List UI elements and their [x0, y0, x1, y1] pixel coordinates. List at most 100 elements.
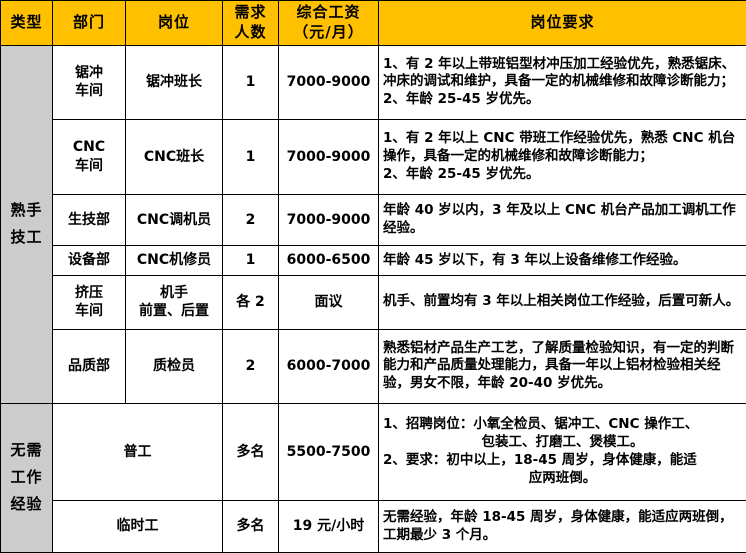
position-cell: 质检员 — [125, 328, 223, 405]
requirement-line: 年龄 40 岁以内，3 年及以上 CNC 机台产品加工调机工作经验。 — [383, 202, 736, 236]
salary-cell: 7000-9000 — [278, 44, 379, 121]
position-label-line: CNC机修员 — [136, 252, 212, 269]
position-label-line: 普工 — [123, 443, 152, 460]
position-cell: 机手 前置、后置 — [125, 275, 223, 330]
category-label-line: 熟手 — [10, 201, 43, 219]
category-cell-skilled: 熟手 技工 — [0, 44, 53, 405]
position-cell: CNC机修员 — [125, 245, 223, 277]
requirements-cell: 熟悉铝材产品生产工艺，了解质量检验知识，有一定的判断能力和产品质量处理能力，具备… — [378, 328, 746, 405]
headcount-cell: 各 2 — [222, 275, 279, 330]
department-label-line: 锯冲 — [75, 64, 103, 81]
position-label-line: 机手 — [160, 284, 188, 301]
position-cell: CNC班长 — [125, 119, 223, 195]
table-row: 熟手 技工 锯冲 车间 锯冲班长 1 7000-9000 1、有 2 年以上带班铝型材冲压加工… — [0, 44, 746, 405]
requirement-line: 2、年龄 25-45 岁优先。 — [383, 165, 540, 182]
department-cell: 品质部 — [52, 328, 126, 405]
salary-cell: 面议 — [278, 275, 379, 330]
headcount-cell: 1 — [222, 245, 279, 277]
column-header-count: 需求 人数 — [222, 0, 279, 46]
position-cell: CNC调机员 — [125, 193, 223, 247]
requirement-line: 1、有 2 年以上带班铝型材冲压加工经验优先，熟悉锯床、冲床的调试和维护，具备一… — [383, 55, 736, 90]
column-header-department: 部门 — [52, 0, 126, 46]
table-body: 熟手 技工 锯冲 车间 锯冲班长 1 7000-9000 1、有 2 年以上带班铝型材冲压加工… — [0, 44, 746, 553]
table-row: 无需 工作 经验 普工 多名 5500-7500 1、招聘岗位：小氧全检员、锯冲工、CNC … — [0, 403, 746, 553]
department-cell: 设备部 — [52, 245, 126, 277]
requirement-line: 年龄 45 岁以下，有 3 年以上设备维修工作经验。 — [383, 251, 687, 268]
table-header: 类型 部门 岗位 需求 人数 综合工资 （元/月） 岗位要求 — [0, 0, 746, 46]
column-header-type: 类型 — [0, 0, 53, 46]
position-label-line: 锯冲班长 — [146, 74, 202, 91]
salary-cell: 7000-9000 — [278, 119, 379, 195]
requirement-line: 2、要求：初中以上，18-45 周岁，身体健康，能适 — [383, 452, 697, 469]
category-label-line: 经验 — [10, 494, 43, 513]
department-label-line: CNC — [72, 139, 106, 156]
column-header-salary: 综合工资 （元/月） — [278, 0, 379, 46]
salary-cell: 5500-7500 — [278, 403, 379, 502]
requirement-line: 包装工、打磨工、煲模工。 — [481, 434, 644, 451]
headcount-cell: 多名 — [222, 403, 279, 502]
table-row: 临时工 多名 19 元/小时 无需经验，年龄 18-45 周岁，身体健康，能适应两班倒… — [1, 500, 746, 553]
requirements-cell: 1、有 2 年以上 CNC 带班工作经验优先，熟悉 CNC 机台操作，具备一定的… — [378, 119, 746, 195]
position-label-line: CNC调机员 — [136, 211, 212, 228]
department-label-line: 车间 — [75, 157, 103, 174]
column-header-requirements: 岗位要求 — [378, 0, 746, 46]
requirements-cell: 年龄 45 岁以下，有 3 年以上设备维修工作经验。 — [378, 245, 746, 277]
column-header-count-line2: 人数 — [234, 22, 267, 41]
table-row: 生技部 CNC调机员 2 7000-9000 年龄 40 岁以内，3 年及以上 CNC … — [1, 193, 746, 247]
salary-cell: 19 元/小时 — [278, 500, 379, 553]
position-label-line: CNC班长 — [143, 148, 205, 165]
column-header-position-label: 岗位 — [157, 12, 190, 31]
category-label-line: 无需 — [10, 441, 43, 460]
column-header-position: 岗位 — [125, 0, 223, 46]
requirement-line: 1、有 2 年以上 CNC 带班工作经验优先，熟悉 CNC 机台操作，具备一定的… — [383, 130, 736, 164]
headcount-cell: 2 — [222, 328, 279, 405]
requirement-line: 应两班倒。 — [528, 469, 597, 486]
position-label-line: 前置、后置 — [139, 303, 209, 320]
headcount-cell: 2 — [222, 193, 279, 247]
department-cell: 临时工 — [52, 500, 223, 553]
salary-cell: 7000-9000 — [278, 193, 379, 247]
requirement-line: 2、年龄 25-45 岁优先。 — [383, 91, 540, 108]
department-label-line: 设备部 — [68, 252, 110, 269]
category-label-line: 技工 — [10, 227, 43, 246]
position-label-line: 质检员 — [153, 358, 195, 375]
headcount-cell: 多名 — [222, 500, 279, 553]
table-row: 挤压 车间 机手 前置、后置各 2 面议 机手、前置均有 3 年以上相关岗位工作经验，后置… — [1, 275, 746, 330]
requirements-cell: 年龄 40 岁以内，3 年及以上 CNC 机台产品加工调机工作经验。 — [378, 193, 746, 247]
category-cell-no-experience: 无需 工作 经验 — [0, 403, 53, 553]
requirements-cell: 机手、前置均有 3 年以上相关岗位工作经验，后置可新人。 — [378, 275, 746, 330]
column-header-salary-line1: 综合工资 — [296, 3, 361, 21]
requirements-cell: 无需经验，年龄 18-45 周岁，身体健康，能适应两班倒，工期最少 3 个月。 — [378, 500, 746, 553]
headcount-cell: 1 — [222, 119, 279, 195]
department-label-line: 品质部 — [68, 358, 110, 375]
column-header-requirements-label: 岗位要求 — [530, 12, 595, 31]
category-label-line: 工作 — [10, 468, 43, 487]
requirement-line: 1、招聘岗位：小氧全检员、锯冲工、CNC 操作工、 — [383, 416, 699, 433]
table-row: 品质部 质检员 2 6000-7000 熟悉铝材产品生产工艺，了解质量检验知识，有一定的… — [1, 328, 746, 405]
requirements-cell: 1、招聘岗位：小氧全检员、锯冲工、CNC 操作工、 包装工、打磨工、煲模工。 2、要… — [378, 403, 746, 502]
headcount-cell: 1 — [222, 44, 279, 121]
header-row: 类型 部门 岗位 需求 人数 综合工资 （元/月） 岗位要求 — [0, 0, 746, 46]
table-row: 设备部 CNC机修员 1 6000-6500 年龄 45 岁以下，有 3 年以上设备维修… — [1, 245, 746, 277]
requirements-cell: 1、有 2 年以上带班铝型材冲压加工经验优先，熟悉锯床、冲床的调试和维护，具备一… — [378, 44, 746, 121]
column-header-salary-line2: （元/月） — [293, 22, 364, 41]
requirement-line: 机手、前置均有 3 年以上相关岗位工作经验，后置可新人。 — [383, 293, 740, 310]
requirement-line: 无需经验，年龄 18-45 周岁，身体健康，能适应两班倒，工期最少 3 个月。 — [383, 508, 733, 543]
salary-cell: 6000-6500 — [278, 245, 379, 277]
position-label-line: 临时工 — [116, 518, 159, 535]
department-cell: 生技部 — [52, 193, 126, 247]
requirement-line: 熟悉铝材产品生产工艺，了解质量检验知识，有一定的判断能力和产品质量处理能力，具备… — [383, 339, 734, 392]
department-cell: 锯冲 车间 — [52, 44, 126, 121]
column-header-department-label: 部门 — [72, 12, 105, 31]
department-cell: CNC 车间 — [52, 119, 126, 195]
column-header-type-label: 类型 — [10, 12, 43, 31]
department-cell: 挤压 车间 — [52, 275, 126, 330]
department-label-line: 挤压 — [75, 284, 103, 301]
department-cell: 普工 — [52, 403, 223, 502]
salary-cell: 6000-7000 — [278, 328, 379, 405]
position-cell: 锯冲班长 — [125, 44, 223, 121]
department-label-line: 车间 — [75, 303, 103, 320]
department-label-line: 生技部 — [68, 211, 110, 228]
table-row: CNC 车间 CNC班长 1 7000-9000 1、有 2 年以上 CNC 带班工作经验… — [1, 119, 746, 195]
